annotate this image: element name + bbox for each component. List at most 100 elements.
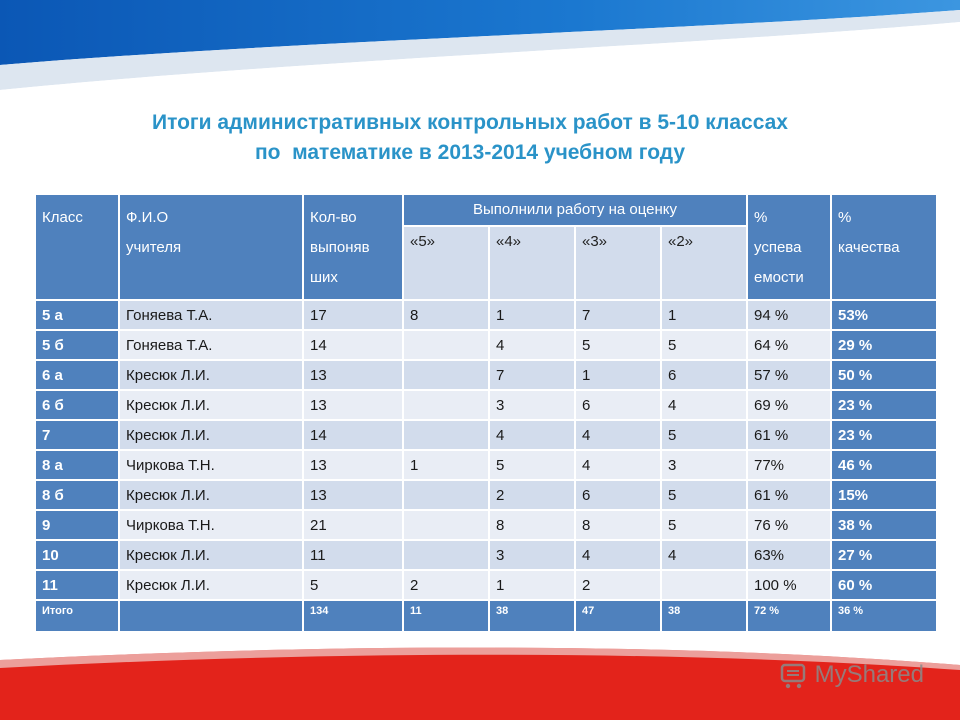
class-cell: 10 — [34, 539, 120, 571]
quality-cell: 27 % — [830, 539, 938, 571]
grade-5-cell — [402, 329, 490, 361]
grade-2-cell: 5 — [660, 509, 748, 541]
teacher-cell: Кресюк Л.И. — [118, 419, 304, 451]
quality-cell: 60 % — [830, 569, 938, 601]
success-cell: 77% — [746, 449, 832, 481]
total-count: 134 — [302, 599, 404, 633]
success-cell: 61 % — [746, 419, 832, 451]
quality-cell: 38 % — [830, 509, 938, 541]
quality-cell: 29 % — [830, 329, 938, 361]
grade-3-cell: 7 — [574, 299, 662, 331]
watermark-logo: MyShared — [779, 660, 924, 690]
grade-4-cell: 8 — [488, 509, 576, 541]
header-grade-2: «2» — [660, 225, 748, 301]
grade-3-cell: 8 — [574, 509, 662, 541]
teacher-cell: Гоняева Т.А. — [118, 299, 304, 331]
grade-2-cell: 4 — [660, 539, 748, 571]
grade-5-cell — [402, 359, 490, 391]
table-row: 6 а Кресюк Л.И. 13 7 1 6 57 % 50 % — [34, 359, 938, 391]
header-row-2: «5» «4» «3» «2» — [35, 225, 937, 301]
count-cell: 13 — [302, 479, 404, 511]
grade-2-cell: 5 — [660, 329, 748, 361]
table-row: 5 а Гоняева Т.А. 17 8 1 7 1 94 % 53% — [34, 299, 938, 331]
class-cell: 9 — [34, 509, 120, 541]
grade-2-cell: 1 — [660, 299, 748, 331]
header-row-1: Класс Ф.И.О учителя Кол-во выпоняв ших Выпо… — [34, 193, 938, 301]
success-cell: 94 % — [746, 299, 832, 331]
class-cell: 6 б — [34, 389, 120, 421]
count-cell: 14 — [302, 329, 404, 361]
count-cell: 21 — [302, 509, 404, 541]
quality-cell: 50 % — [830, 359, 938, 391]
count-cell: 14 — [302, 419, 404, 451]
class-cell: 6 а — [34, 359, 120, 391]
grade-4-cell: 7 — [488, 359, 576, 391]
grade-5-cell — [402, 389, 490, 421]
grade-5-cell: 2 — [402, 569, 490, 601]
header-grade-5: «5» — [402, 225, 490, 301]
quality-cell: 23 % — [830, 389, 938, 421]
success-cell: 57 % — [746, 359, 832, 391]
grade-4-cell: 4 — [488, 419, 576, 451]
grade-2-cell — [660, 569, 748, 601]
teacher-cell: Чиркова Т.Н. — [118, 509, 304, 541]
grade-4-cell: 3 — [488, 389, 576, 421]
teacher-cell: Гоняева Т.А. — [118, 329, 304, 361]
table-row: 5 б Гоняева Т.А. 14 4 5 5 64 % 29 % — [34, 329, 938, 361]
grade-4-cell: 5 — [488, 449, 576, 481]
grade-5-cell: 1 — [402, 449, 490, 481]
teacher-cell: Кресюк Л.И. — [118, 539, 304, 571]
count-cell: 17 — [302, 299, 404, 331]
shopping-cart-icon — [780, 663, 805, 689]
total-label: Итого — [34, 599, 120, 633]
grade-3-cell: 4 — [574, 419, 662, 451]
grade-3-cell: 4 — [574, 449, 662, 481]
grade-2-cell: 4 — [660, 389, 748, 421]
class-cell: 5 а — [34, 299, 120, 331]
quality-cell: 15% — [830, 479, 938, 511]
table-row: 9 Чиркова Т.Н. 21 8 8 5 76 % 38 % — [34, 509, 938, 541]
table-row: 8 а Чиркова Т.Н. 13 1 5 4 3 77% 46 % — [34, 449, 938, 481]
header-quality: % качества — [830, 193, 938, 301]
total-grade-4: 38 — [488, 599, 576, 633]
grade-3-cell: 2 — [574, 569, 662, 601]
total-teacher — [118, 599, 304, 633]
table-row: 6 б Кресюк Л.И. 13 3 6 4 69 % 23 % — [34, 389, 938, 421]
header-grade-4: «4» — [488, 225, 576, 301]
table-row: 11 Кресюк Л.И. 5 2 1 2 100 % 60 % — [34, 569, 938, 601]
header-class: Класс — [34, 193, 120, 301]
total-grade-3: 47 — [574, 599, 662, 633]
title-line-2: по математике в 2013-2014 учебном году — [254, 141, 686, 164]
count-cell: 13 — [302, 359, 404, 391]
success-cell: 100 % — [746, 569, 832, 601]
grade-5-cell: 8 — [402, 299, 490, 331]
class-cell: 11 — [34, 569, 120, 601]
success-cell: 64 % — [746, 329, 832, 361]
page-title: Итоги административных контрольных работ… — [0, 108, 940, 168]
success-cell: 76 % — [746, 509, 832, 541]
grade-5-cell — [402, 539, 490, 571]
quality-cell: 46 % — [830, 449, 938, 481]
grade-2-cell: 5 — [660, 479, 748, 511]
count-cell: 11 — [302, 539, 404, 571]
grade-2-cell: 6 — [660, 359, 748, 391]
grade-3-cell: 4 — [574, 539, 662, 571]
total-grade-2: 38 — [660, 599, 748, 633]
grade-4-cell: 1 — [488, 569, 576, 601]
quality-cell: 23 % — [830, 419, 938, 451]
count-cell: 13 — [302, 449, 404, 481]
total-success: 72 % — [746, 599, 832, 633]
grade-3-cell: 5 — [574, 329, 662, 361]
grade-4-cell: 4 — [488, 329, 576, 361]
header-teacher: Ф.И.О учителя — [118, 193, 304, 301]
class-cell: 7 — [34, 419, 120, 451]
teacher-cell: Кресюк Л.И. — [118, 479, 304, 511]
table-row: 7 Кресюк Л.И. 14 4 4 5 61 % 23 % — [34, 419, 938, 451]
grade-5-cell — [402, 419, 490, 451]
total-quality: 36 % — [830, 599, 938, 633]
class-cell: 8 б — [34, 479, 120, 511]
teacher-cell: Кресюк Л.И. — [118, 359, 304, 391]
class-cell: 5 б — [34, 329, 120, 361]
grade-4-cell: 2 — [488, 479, 576, 511]
results-table: Класс Ф.И.О учителя Кол-во выпоняв ших Выпо… — [34, 193, 938, 633]
